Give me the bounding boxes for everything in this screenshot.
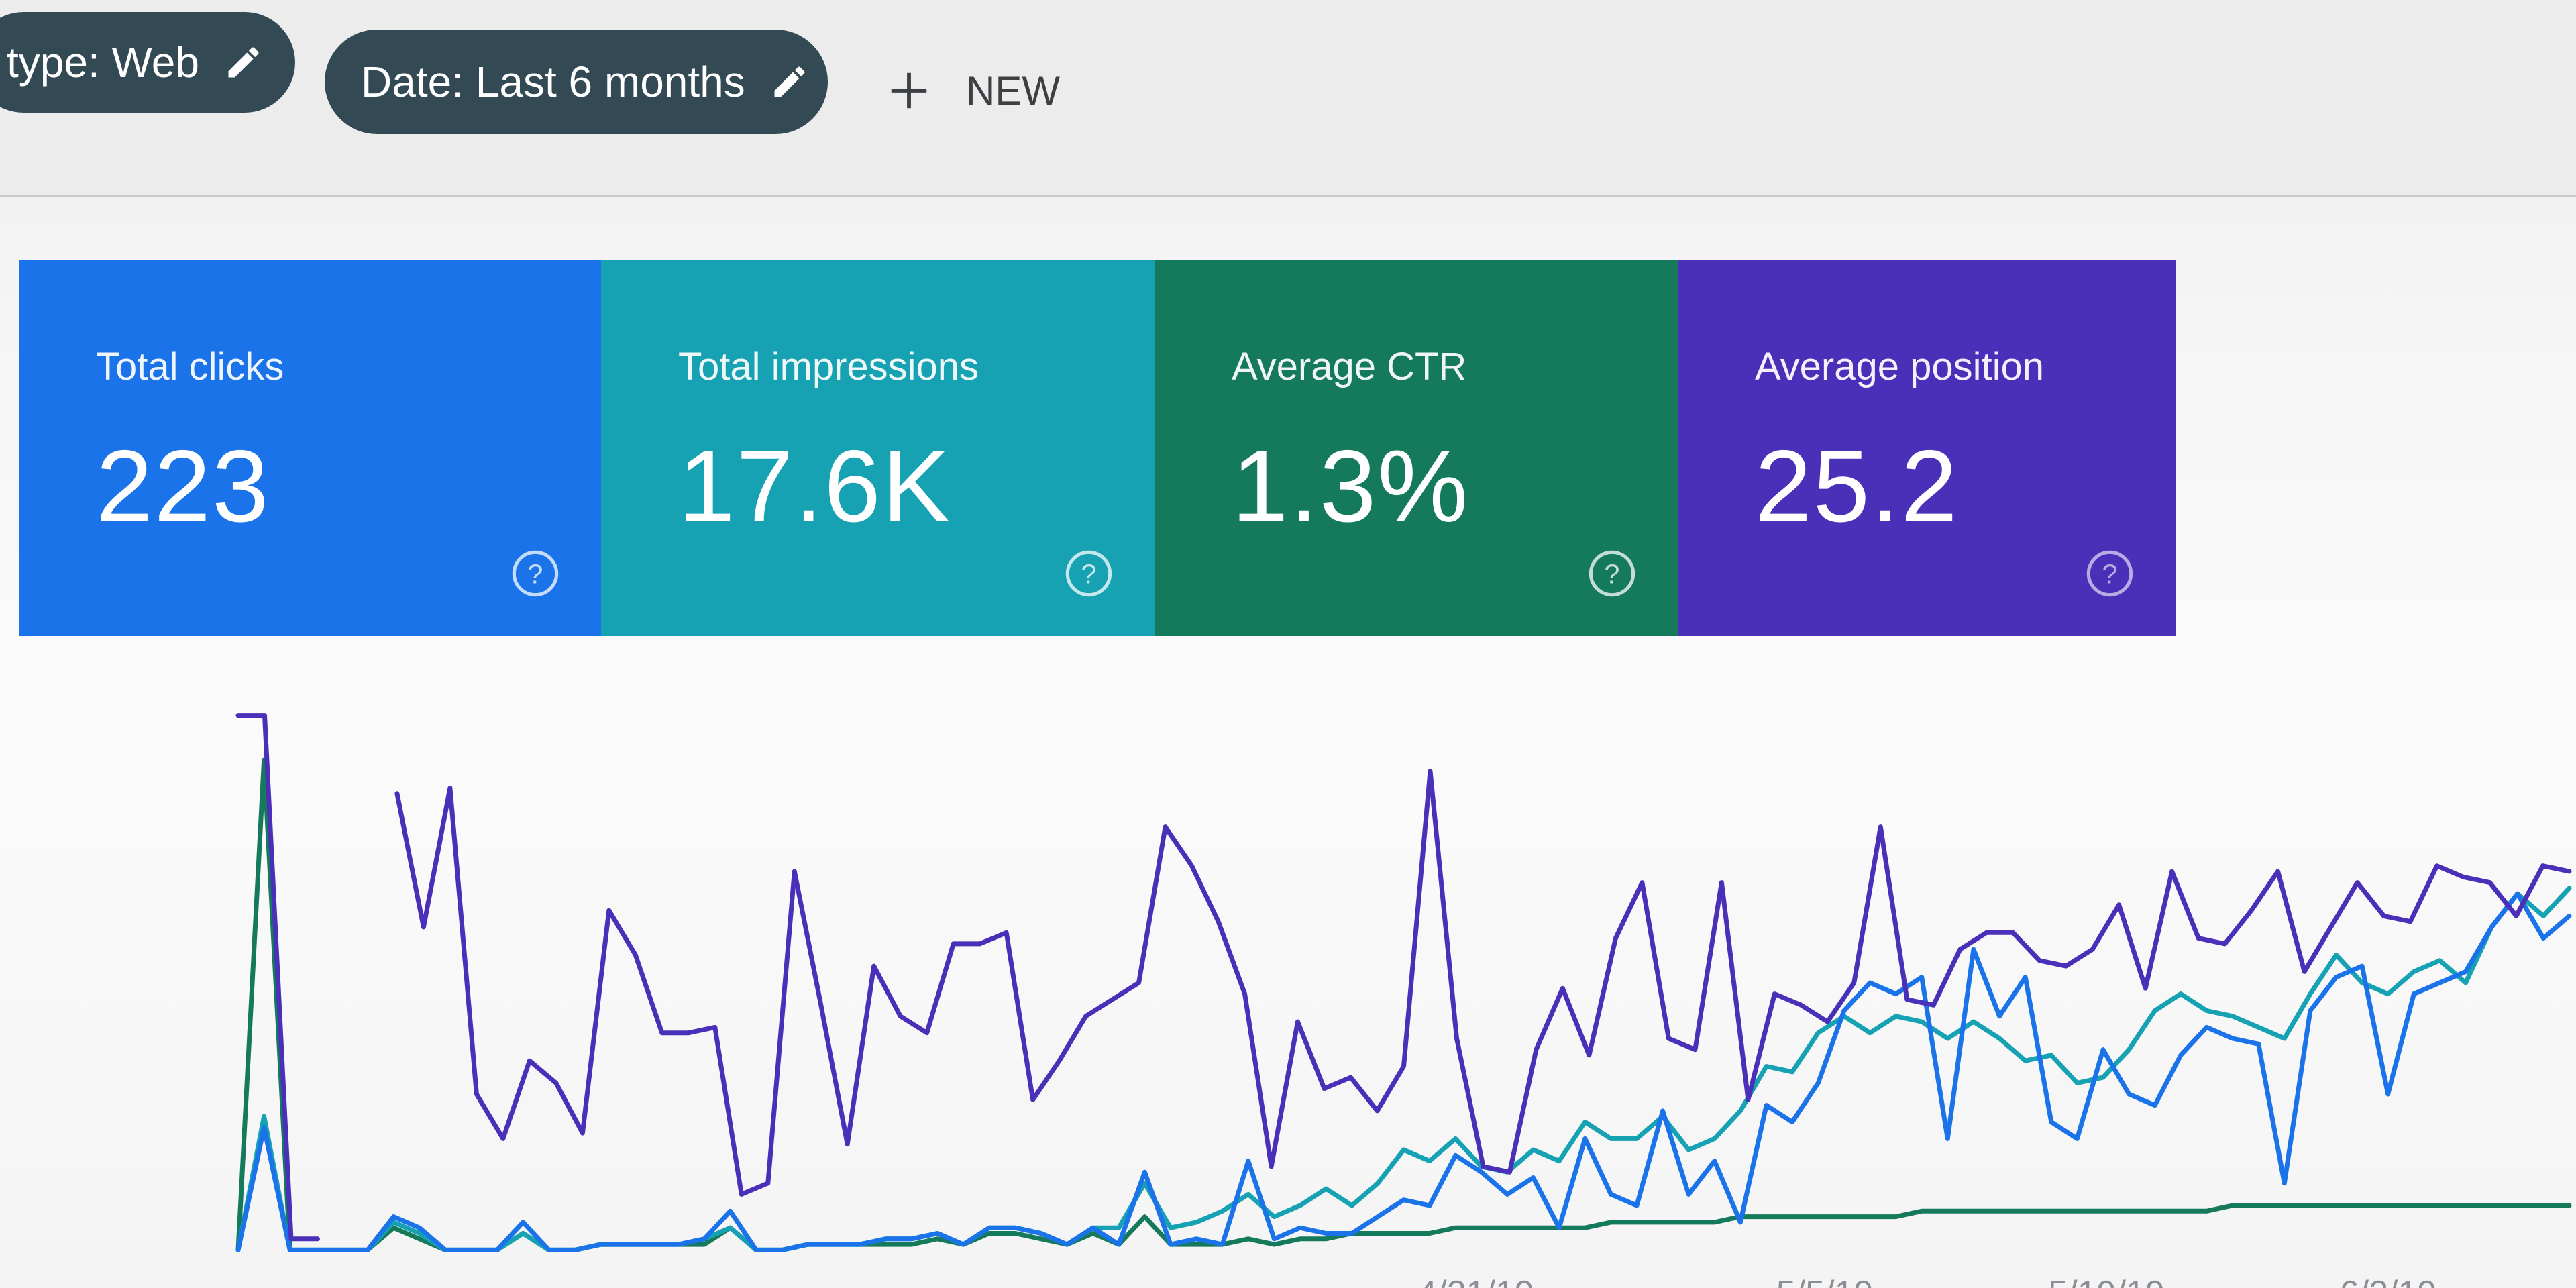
x-tick-label: 6/2/19 — [2340, 1274, 2437, 1288]
help-circle-icon[interactable]: ? — [1587, 548, 1638, 599]
filter-chip-search-type[interactable]: type: Web — [0, 12, 295, 113]
x-tick-label: 5/19/19 — [2048, 1274, 2165, 1288]
metric-value: 25.2 — [1755, 429, 1959, 543]
performance-chart: 4/21/19 5/5/19 5/19/19 6/2/19 — [0, 657, 2576, 1288]
x-tick-label: 5/5/19 — [1776, 1274, 1874, 1288]
metric-card-average-ctr[interactable]: Average CTR 1.3% ? — [1155, 260, 1678, 636]
new-filter-label: NEW — [966, 68, 1060, 113]
svg-text:?: ? — [1081, 558, 1097, 589]
metric-card-total-impressions[interactable]: Total impressions 17.6K ? — [601, 260, 1155, 636]
metric-label: Total clicks — [96, 345, 284, 388]
chart-series-line-0 — [235, 713, 2572, 1242]
metric-card-total-clicks[interactable]: Total clicks 223 ? — [19, 260, 601, 636]
svg-text:?: ? — [2102, 558, 2118, 589]
filter-chip-search-type-label: type: Web — [7, 38, 199, 87]
pencil-icon[interactable] — [223, 42, 264, 83]
performance-chart-svg: 4/21/19 5/5/19 5/19/19 6/2/19 — [235, 713, 2572, 1288]
help-circle-icon[interactable]: ? — [2084, 548, 2135, 599]
metric-card-average-position[interactable]: Average position 25.2 ? — [1678, 260, 2176, 636]
chart-x-axis: 4/21/19 5/5/19 5/19/19 6/2/19 — [1417, 1274, 2436, 1288]
help-circle-icon[interactable]: ? — [1063, 548, 1114, 599]
pencil-icon[interactable] — [769, 62, 810, 102]
x-tick-label: 4/21/19 — [1417, 1274, 1534, 1288]
metric-label: Average position — [1755, 345, 2045, 388]
metric-label: Total impressions — [678, 345, 979, 388]
svg-text:?: ? — [528, 558, 543, 589]
metric-value: 17.6K — [678, 429, 952, 543]
metric-label: Average CTR — [1232, 345, 1467, 388]
new-filter-button[interactable]: NEW — [885, 60, 1060, 121]
metric-value: 1.3% — [1232, 429, 1470, 543]
svg-text:?: ? — [1605, 558, 1620, 589]
chart-series-line-3 — [235, 757, 2572, 1252]
chart-series-line-1 — [235, 891, 2572, 1252]
chart-series-layer — [235, 713, 2572, 1252]
plus-icon — [891, 72, 927, 109]
filter-chip-date[interactable]: Date: Last 6 months — [325, 30, 828, 134]
filter-bar: type: Web Date: Last 6 months NEW — [0, 0, 2576, 197]
metric-value: 223 — [96, 429, 270, 543]
metric-cards: Total clicks 223 ? Total impressions 17.… — [19, 260, 2176, 636]
help-circle-icon[interactable]: ? — [510, 548, 561, 599]
filter-chip-date-label: Date: Last 6 months — [361, 58, 745, 106]
